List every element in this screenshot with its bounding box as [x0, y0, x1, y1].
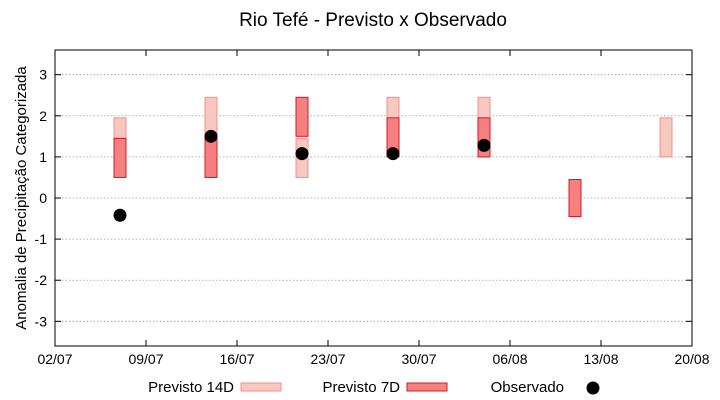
- observado-point: [204, 129, 218, 143]
- observado-point: [386, 147, 400, 161]
- y-tick-label: -2: [35, 272, 48, 288]
- y-tick-label: 3: [39, 67, 47, 83]
- observed-points: [113, 129, 491, 222]
- x-tick-label: 23/07: [310, 351, 345, 367]
- chart-title: Rio Tefé - Previsto x Observado: [239, 10, 507, 31]
- x-tick-label: 06/08: [492, 351, 527, 367]
- previsto-7d-bar: [295, 96, 309, 137]
- previsto-14d-bar: [659, 117, 673, 158]
- axis-ticks: -3 -2 -1 0 1 2 3 02/07 09/07 16/07 23/07 30/07 06/08…: [35, 50, 710, 367]
- legend-observado-label: Observado: [491, 379, 564, 396]
- x-tick-label: 30/07: [401, 351, 436, 367]
- x-tick-label: 02/07: [37, 351, 72, 367]
- x-tick-label: 20/08: [674, 351, 709, 367]
- x-tick-label: 13/08: [583, 351, 618, 367]
- legend-previsto-7d-swatch: [406, 382, 448, 392]
- x-tick-label: 09/07: [128, 351, 163, 367]
- y-tick-label: 1: [39, 149, 47, 165]
- grid-lines: [55, 74, 692, 322]
- previsto-7d-bar: [204, 137, 218, 178]
- previsto-7d-bar: [113, 137, 127, 178]
- legend: Previsto 14D Previsto 7D Observado: [148, 379, 600, 396]
- y-tick-label: 0: [39, 190, 47, 206]
- observado-point: [113, 208, 127, 222]
- y-tick-label: -1: [35, 231, 48, 247]
- previsto-7d-bar: [568, 179, 582, 217]
- y-tick-label: -3: [35, 313, 48, 329]
- y-axis-label: Anomalia de Precipitação Categorizada: [13, 66, 30, 330]
- legend-previsto-7d-label: Previsto 7D: [322, 379, 400, 396]
- legend-previsto-14d-swatch: [240, 382, 282, 392]
- legend-observado-swatch: [586, 381, 600, 395]
- y-tick-label: 2: [39, 108, 47, 124]
- observado-point: [477, 138, 491, 152]
- observado-point: [295, 147, 309, 161]
- x-tick-label: 16/07: [219, 351, 254, 367]
- legend-previsto-14d-label: Previsto 14D: [148, 379, 234, 396]
